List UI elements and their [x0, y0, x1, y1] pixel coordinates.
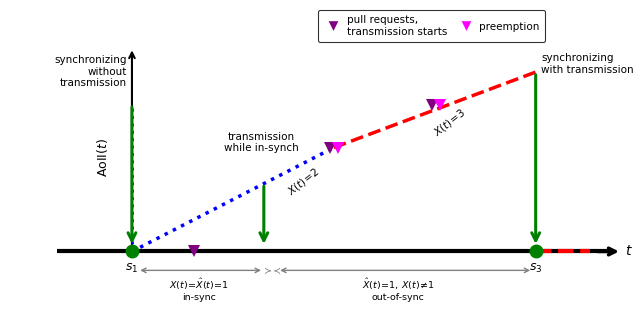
Text: $s_1$: $s_1$: [125, 262, 139, 275]
Text: transmission
while in-synch: transmission while in-synch: [224, 132, 298, 153]
Text: synchronizing
without
transmission: synchronizing without transmission: [54, 55, 127, 88]
Text: $\hat{X}(t)\!=\!1,\,X(t)\!\neq\!1$
out-of-sync: $\hat{X}(t)\!=\!1,\,X(t)\!\neq\!1$ out-o…: [362, 276, 435, 302]
Text: $\mathrm{AoII}(t)$: $\mathrm{AoII}(t)$: [95, 138, 110, 176]
Text: $X(t)\!=\!3$: $X(t)\!=\!3$: [431, 106, 468, 139]
Legend: pull requests,
transmission starts, preemption: pull requests, transmission starts, pree…: [317, 10, 545, 42]
Text: $\succ\!\!\prec$: $\succ\!\!\prec$: [262, 265, 282, 276]
Text: $X(t)\!=\!\hat{X}(t)\!=\!1$
in-sync: $X(t)\!=\!\hat{X}(t)\!=\!1$ in-sync: [169, 276, 229, 302]
Text: $s_3$: $s_3$: [529, 262, 542, 275]
Text: synchronizing
with transmission: synchronizing with transmission: [541, 53, 634, 75]
Text: $t$: $t$: [625, 244, 632, 258]
Text: $X(t)\!=\!2$: $X(t)\!=\!2$: [285, 165, 322, 198]
